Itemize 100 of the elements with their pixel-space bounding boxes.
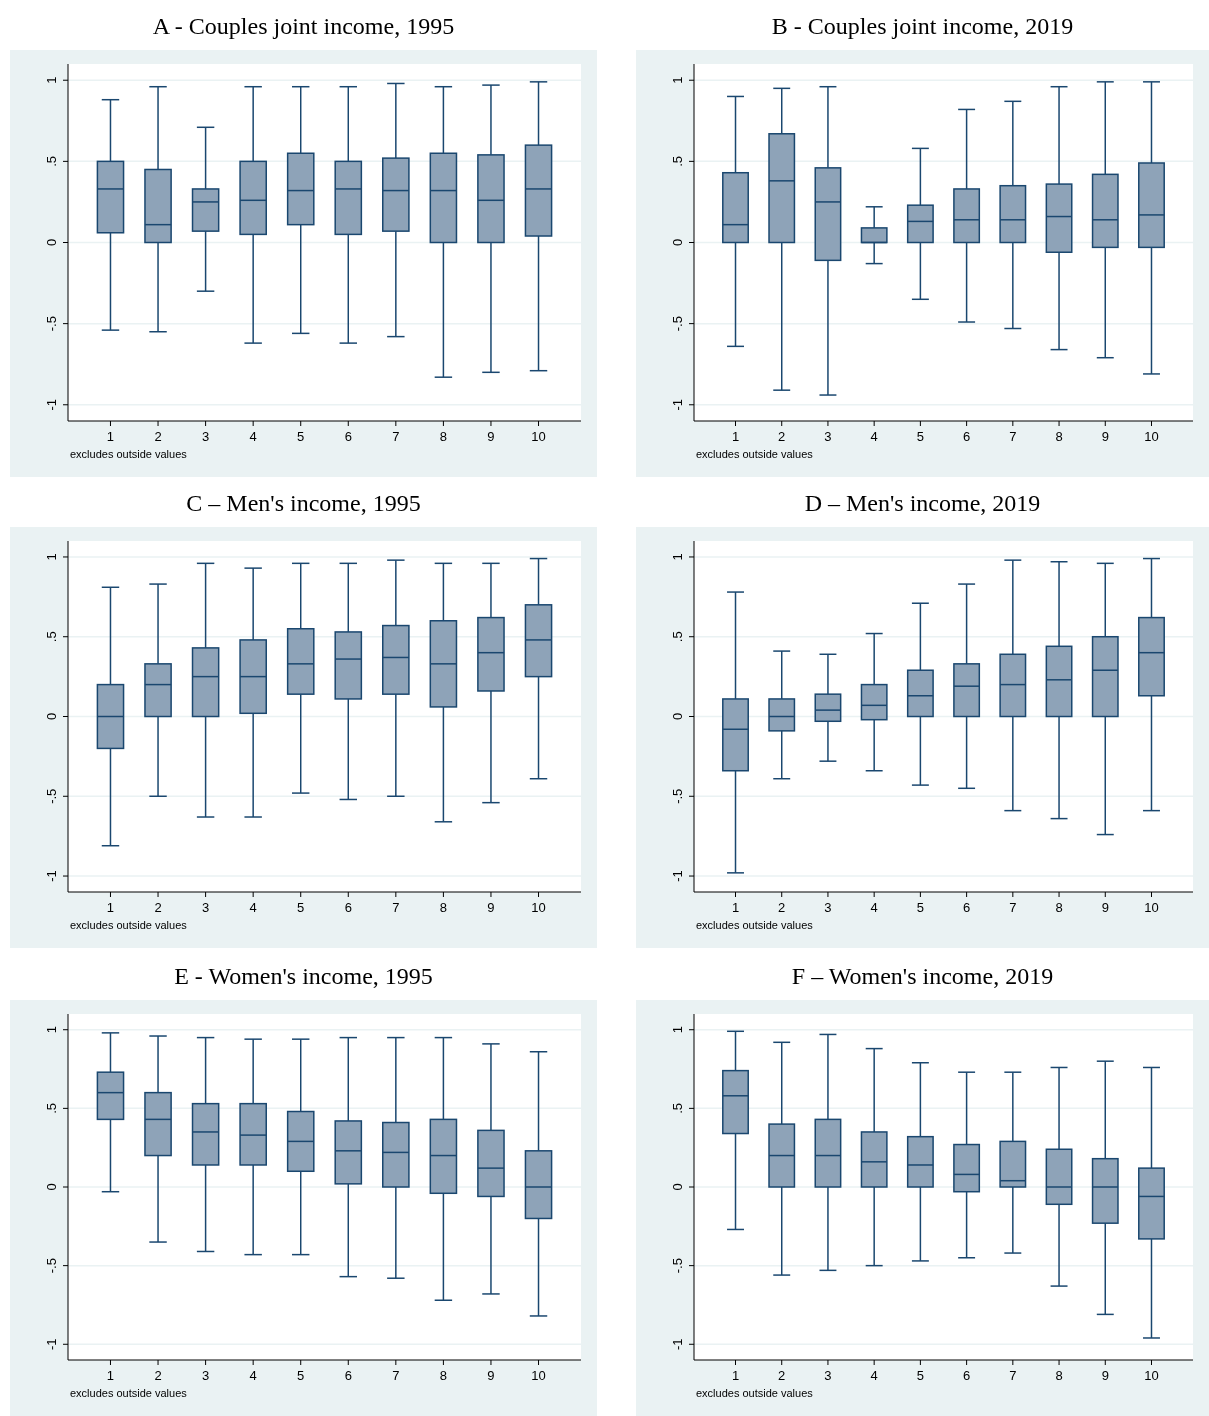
x-tick-label: 7	[1009, 1368, 1017, 1383]
y-tick-label: .5	[670, 631, 685, 643]
y-tick-label: -1	[670, 398, 685, 411]
x-tick-label: 8	[439, 1368, 448, 1383]
y-tick-label: 1	[670, 553, 685, 561]
text: excludes outside values	[696, 448, 814, 460]
x-tick-label: 1	[106, 1368, 115, 1383]
y-tick-label: 1	[44, 553, 59, 561]
y-tick-label: .5	[44, 1102, 59, 1114]
x-tick-label: 5	[297, 900, 305, 915]
x-tick-label: 10	[531, 1368, 546, 1383]
x-tick-label: 10	[1144, 1368, 1159, 1383]
text: excludes outside values	[70, 448, 188, 460]
x-tick-label: 2	[778, 900, 786, 915]
text: excludes outside values	[70, 1387, 188, 1399]
y-tick-label: -.5	[670, 1258, 685, 1274]
y-tick-label: .5	[44, 631, 59, 643]
x-tick-label: 2	[154, 900, 162, 915]
x-tick-label: 2	[778, 1368, 786, 1383]
y-tick-label: -1	[44, 1338, 59, 1351]
y-tick-label: -.5	[44, 316, 59, 332]
chart-title: A - Couples joint income, 1995	[152, 13, 455, 39]
x-tick-label: 6	[962, 429, 971, 444]
x-tick-label: 7	[1009, 429, 1017, 444]
x-tick-label: 6	[962, 1368, 971, 1383]
chart-title: C – Men's income, 1995	[186, 490, 421, 516]
x-tick-label: 8	[1055, 1368, 1063, 1383]
x-tick-label: 2	[778, 429, 786, 444]
x-tick-label: 5	[916, 900, 925, 915]
y-tick-label: .5	[670, 1102, 685, 1114]
x-tick-label: 8	[439, 429, 448, 444]
y-tick-label: 0	[44, 1183, 59, 1191]
x-tick-label: 4	[249, 900, 257, 915]
x-tick-label: 2	[154, 1368, 162, 1383]
y-tick-label: -1	[44, 398, 59, 411]
x-tick-label: 3	[824, 1368, 832, 1383]
x-tick-label: 9	[1101, 900, 1109, 915]
y-tick-label: 0	[670, 1183, 685, 1191]
y-tick-label: 0	[670, 238, 685, 247]
x-tick-label: 8	[1055, 900, 1063, 915]
chart-title: B - Couples joint income, 2019	[771, 13, 1074, 39]
x-tick-label: 3	[201, 429, 210, 444]
x-tick-label: 6	[344, 1368, 352, 1383]
x-tick-label: 7	[392, 429, 400, 444]
x-tick-label: 4	[249, 429, 257, 444]
y-tick-label: -.5	[670, 316, 685, 332]
x-tick-label: 9	[1101, 429, 1109, 444]
x-tick-label: 4	[870, 900, 878, 915]
x-tick-label: 4	[249, 1368, 257, 1383]
y-tick-label: .5	[44, 155, 59, 167]
text: excludes outside values	[696, 1387, 814, 1399]
y-tick-label: .5	[670, 155, 685, 167]
x-tick-label: 6	[344, 900, 352, 915]
y-tick-label: -.5	[44, 1258, 59, 1274]
y-tick-label: 0	[670, 712, 685, 721]
y-tick-label: -1	[44, 870, 59, 882]
y-tick-label: 1	[670, 1026, 685, 1034]
y-tick-label: 1	[670, 76, 685, 84]
y-tick-label: -.5	[670, 788, 685, 804]
x-tick-label: 3	[201, 900, 210, 915]
x-tick-label: 2	[154, 429, 162, 444]
x-tick-label: 8	[1055, 429, 1063, 444]
chart-title: F – Women's income, 2019	[791, 963, 1054, 989]
y-tick-label: 0	[44, 712, 59, 721]
y-tick-label: 1	[44, 76, 59, 84]
x-tick-label: 1	[106, 429, 115, 444]
y-tick-label: 0	[44, 238, 59, 247]
x-tick-label: 3	[824, 429, 832, 444]
x-tick-label: 3	[201, 1368, 210, 1383]
x-tick-label: 7	[392, 1368, 400, 1383]
y-tick-label: -.5	[44, 788, 59, 804]
x-tick-label: 1	[731, 900, 740, 915]
x-tick-label: 10	[1144, 900, 1159, 915]
x-tick-label: 8	[439, 900, 448, 915]
x-tick-label: 5	[916, 1368, 925, 1383]
x-tick-label: 9	[487, 900, 495, 915]
text: excludes outside values	[696, 919, 814, 931]
x-tick-label: 3	[824, 900, 832, 915]
x-tick-label: 9	[487, 429, 495, 444]
x-tick-label: 5	[297, 1368, 305, 1383]
x-tick-label: 1	[731, 429, 740, 444]
x-tick-label: 9	[487, 1368, 495, 1383]
y-tick-label: -1	[670, 1338, 685, 1351]
x-tick-label: 7	[392, 900, 400, 915]
x-tick-label: 6	[962, 900, 971, 915]
x-tick-label: 9	[1101, 1368, 1109, 1383]
x-tick-label: 7	[1009, 900, 1017, 915]
x-tick-label: 4	[870, 1368, 878, 1383]
x-tick-label: 6	[344, 429, 352, 444]
chart-title: D – Men's income, 2019	[804, 490, 1041, 516]
x-tick-label: 1	[731, 1368, 740, 1383]
x-tick-label: 10	[531, 900, 546, 915]
chart-title: E - Women's income, 1995	[174, 963, 433, 989]
x-tick-label: 10	[1144, 429, 1159, 444]
x-tick-label: 5	[916, 429, 925, 444]
x-tick-label: 10	[531, 429, 546, 444]
y-tick-label: -1	[670, 870, 685, 882]
x-tick-label: 1	[106, 900, 115, 915]
x-tick-label: 5	[297, 429, 305, 444]
x-tick-label: 4	[870, 429, 878, 444]
